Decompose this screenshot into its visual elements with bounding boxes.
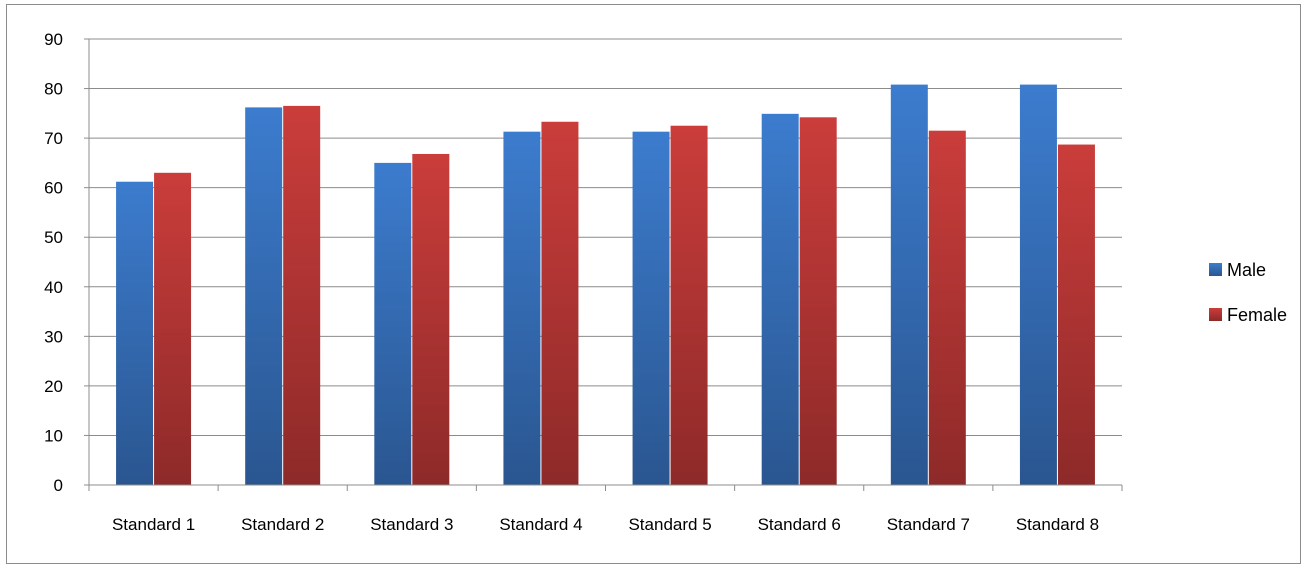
bar-male-4 [503,131,541,485]
x-tick-label: Standard 2 [241,515,324,534]
bar-female-4 [541,121,579,485]
bar-male-7 [890,84,928,485]
x-axis-ticks: Standard 1 Standard 2 Standard 3 Standard 4… [88,485,1123,534]
y-tick-label: 60 [44,179,63,198]
bar-female-2 [283,105,321,486]
legend-label-male: Male [1227,260,1266,280]
y-tick-label: 90 [44,30,63,49]
bar-male-8 [1019,84,1057,485]
legend: Male Female [1209,260,1287,325]
y-axis-ticks: 0 10 20 30 40 50 60 70 80 90 [44,30,89,495]
y-tick-label: 50 [44,228,63,247]
bar-male-2 [245,107,283,486]
axes [88,39,1122,486]
legend-swatch-female [1209,308,1222,321]
bar-male-3 [374,162,412,485]
bar-female-8 [1057,144,1095,485]
bar-female-5 [670,125,708,485]
y-tick-label: 30 [44,327,63,346]
bar-female-6 [799,117,837,485]
x-tick-label: Standard 3 [370,515,453,534]
y-tick-label: 10 [44,426,63,445]
gridlines [89,38,1122,436]
legend-label-female: Female [1227,305,1287,325]
bar-male-5 [632,131,670,485]
x-tick-label: Standard 7 [887,515,970,534]
bar-female-7 [928,130,966,485]
x-tick-label: Standard 8 [1016,515,1099,534]
y-tick-label: 20 [44,377,63,396]
y-tick-label: 40 [44,278,63,297]
bar-female-3 [412,153,450,486]
y-tick-label: 0 [54,476,63,495]
bar-female-1 [154,172,192,486]
x-tick-label: Standard 5 [628,515,711,534]
x-tick-label: Standard 6 [758,515,841,534]
bar-male-6 [761,113,799,485]
bar-male-1 [116,181,154,485]
bars [116,84,1095,486]
y-tick-label: 70 [44,129,63,148]
legend-swatch-male [1209,263,1222,276]
x-tick-label: Standard 1 [112,515,195,534]
x-tick-label: Standard 4 [499,515,582,534]
y-tick-label: 80 [44,80,63,99]
